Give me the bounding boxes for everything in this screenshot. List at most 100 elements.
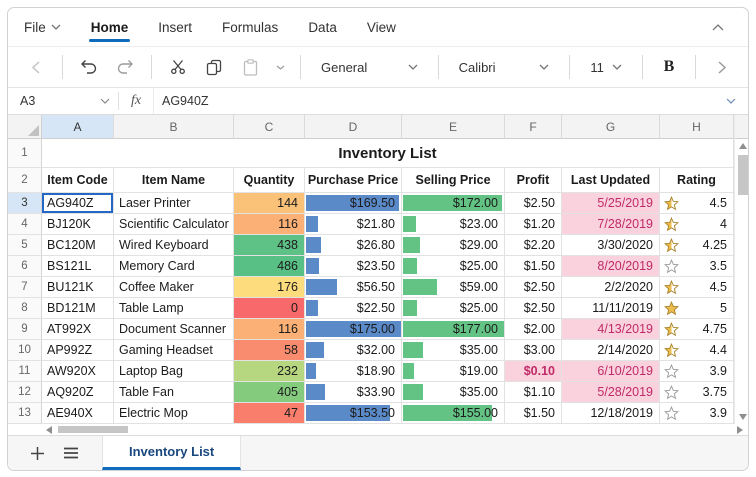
row-number[interactable]: 9 — [8, 319, 42, 340]
cell-item-code[interactable]: AG940Z — [42, 193, 114, 214]
scroll-left-button[interactable] — [46, 425, 52, 434]
header-purchase-price[interactable]: Purchase Price — [305, 168, 402, 193]
cell-rating[interactable]: 3.5 — [660, 256, 734, 277]
row-number[interactable]: 12 — [8, 382, 42, 403]
cell-last-updated[interactable]: 6/10/2019 — [562, 361, 660, 382]
cell-last-updated[interactable]: 3/30/2020 — [562, 235, 660, 256]
expand-formula-bar-button[interactable] — [714, 88, 748, 114]
cell-selling-price[interactable]: $29.00 — [402, 235, 505, 256]
scroll-up-button[interactable] — [735, 139, 749, 153]
add-sheet-button[interactable] — [20, 436, 54, 470]
cell-profit[interactable]: $0.10 — [505, 361, 562, 382]
row-number[interactable]: 7 — [8, 277, 42, 298]
name-box[interactable]: A3 — [8, 88, 118, 114]
cell-item-code[interactable]: AP992Z — [42, 340, 114, 361]
cell-last-updated[interactable]: 5/28/2019 — [562, 382, 660, 403]
copy-button[interactable] — [198, 52, 230, 82]
cell-profit[interactable]: $1.50 — [505, 256, 562, 277]
column-header-A[interactable]: A — [42, 115, 114, 139]
cell-last-updated[interactable]: 4/13/2019 — [562, 319, 660, 340]
cell-rating[interactable]: 3.9 — [660, 361, 734, 382]
cell-profit[interactable]: $2.50 — [505, 277, 562, 298]
header-selling-price[interactable]: Selling Price — [402, 168, 505, 193]
cell-last-updated[interactable]: 7/28/2019 — [562, 214, 660, 235]
cell-purchase-price[interactable]: $18.90 — [305, 361, 402, 382]
header-rating[interactable]: Rating — [660, 168, 734, 193]
sheet-list-button[interactable] — [54, 436, 88, 470]
row-number[interactable]: 10 — [8, 340, 42, 361]
cell-last-updated[interactable]: 12/18/2019 — [562, 403, 660, 424]
menu-tab-data[interactable]: Data — [308, 8, 337, 46]
column-header-C[interactable]: C — [234, 115, 305, 139]
paste-button[interactable] — [234, 52, 266, 82]
scroll-ribbon-right-button[interactable] — [706, 52, 738, 82]
cell-item-name[interactable]: Coffee Maker — [114, 277, 234, 298]
cell-item-name[interactable]: Electric Mop — [114, 403, 234, 424]
paste-dropdown-button[interactable] — [270, 52, 290, 82]
cell-item-name[interactable]: Gaming Headset — [114, 340, 234, 361]
row-number[interactable]: 8 — [8, 298, 42, 319]
cell-last-updated[interactable]: 8/20/2019 — [562, 256, 660, 277]
row-number[interactable]: 1 — [8, 139, 42, 168]
cell-purchase-price[interactable]: $32.00 — [305, 340, 402, 361]
scroll-right-button[interactable] — [737, 425, 743, 434]
cell-rating[interactable]: 4 — [660, 214, 734, 235]
insert-function-button[interactable]: fx — [119, 88, 153, 114]
cell-item-name[interactable]: Memory Card — [114, 256, 234, 277]
cell-item-code[interactable]: AQ920Z — [42, 382, 114, 403]
cell-last-updated[interactable]: 5/25/2019 — [562, 193, 660, 214]
header-last-updated[interactable]: Last Updated — [562, 168, 660, 193]
redo-button[interactable] — [109, 52, 141, 82]
cell-item-code[interactable]: AT992X — [42, 319, 114, 340]
cell-selling-price[interactable]: $35.00 — [402, 382, 505, 403]
cell-item-code[interactable]: BS121L — [42, 256, 114, 277]
cell-purchase-price[interactable]: $175.00 — [305, 319, 402, 340]
cell-selling-price[interactable]: $35.00 — [402, 340, 505, 361]
cell-selling-price[interactable]: $25.00 — [402, 256, 505, 277]
undo-button[interactable] — [73, 52, 105, 82]
cell-selling-price[interactable]: $155.00 — [402, 403, 505, 424]
cell-purchase-price[interactable]: $22.50 — [305, 298, 402, 319]
cell-item-name[interactable]: Table Lamp — [114, 298, 234, 319]
cell-item-name[interactable]: Table Fan — [114, 382, 234, 403]
cell-quantity[interactable]: 116 — [234, 214, 305, 235]
row-number[interactable]: 2 — [8, 168, 42, 193]
row-number[interactable]: 13 — [8, 403, 42, 424]
cell-purchase-price[interactable]: $56.50 — [305, 277, 402, 298]
cell-item-code[interactable]: BD121M — [42, 298, 114, 319]
row-number[interactable]: 11 — [8, 361, 42, 382]
menu-tab-home[interactable]: Home — [91, 8, 129, 46]
vertical-scroll-track[interactable] — [735, 153, 749, 410]
cell-last-updated[interactable]: 2/14/2020 — [562, 340, 660, 361]
cell-rating[interactable]: 5 — [660, 298, 734, 319]
vertical-scroll-thumb[interactable] — [738, 155, 748, 195]
cell-item-code[interactable]: BU121K — [42, 277, 114, 298]
column-header-E[interactable]: E — [402, 115, 505, 139]
cell-item-code[interactable]: AW920X — [42, 361, 114, 382]
cell-selling-price[interactable]: $25.00 — [402, 298, 505, 319]
horizontal-scroll-thumb[interactable] — [58, 426, 128, 433]
cell-purchase-price[interactable]: $23.50 — [305, 256, 402, 277]
menu-file[interactable]: File — [24, 8, 61, 46]
cell-item-code[interactable]: BJ120K — [42, 214, 114, 235]
bold-button[interactable]: B — [653, 52, 685, 82]
menu-tab-formulas[interactable]: Formulas — [222, 8, 278, 46]
row-number[interactable]: 6 — [8, 256, 42, 277]
cell-item-code[interactable]: BC120M — [42, 235, 114, 256]
column-header-G[interactable]: G — [562, 115, 660, 139]
cell-selling-price[interactable]: $177.00 — [402, 319, 505, 340]
column-header-D[interactable]: D — [305, 115, 402, 139]
collapse-ribbon-button[interactable] — [702, 12, 734, 42]
cell-purchase-price[interactable]: $21.80 — [305, 214, 402, 235]
cell-rating[interactable]: 4.5 — [660, 277, 734, 298]
scroll-down-button[interactable] — [735, 410, 749, 424]
cell-purchase-price[interactable]: $169.50 — [305, 193, 402, 214]
cell-rating[interactable]: 3.9 — [660, 403, 734, 424]
header-item-name[interactable]: Item Name — [114, 168, 234, 193]
header-profit[interactable]: Profit — [505, 168, 562, 193]
row-number[interactable]: 4 — [8, 214, 42, 235]
row-number[interactable]: 5 — [8, 235, 42, 256]
cell-profit[interactable]: $1.10 — [505, 382, 562, 403]
cell-last-updated[interactable]: 11/11/2019 — [562, 298, 660, 319]
cell-quantity[interactable]: 232 — [234, 361, 305, 382]
